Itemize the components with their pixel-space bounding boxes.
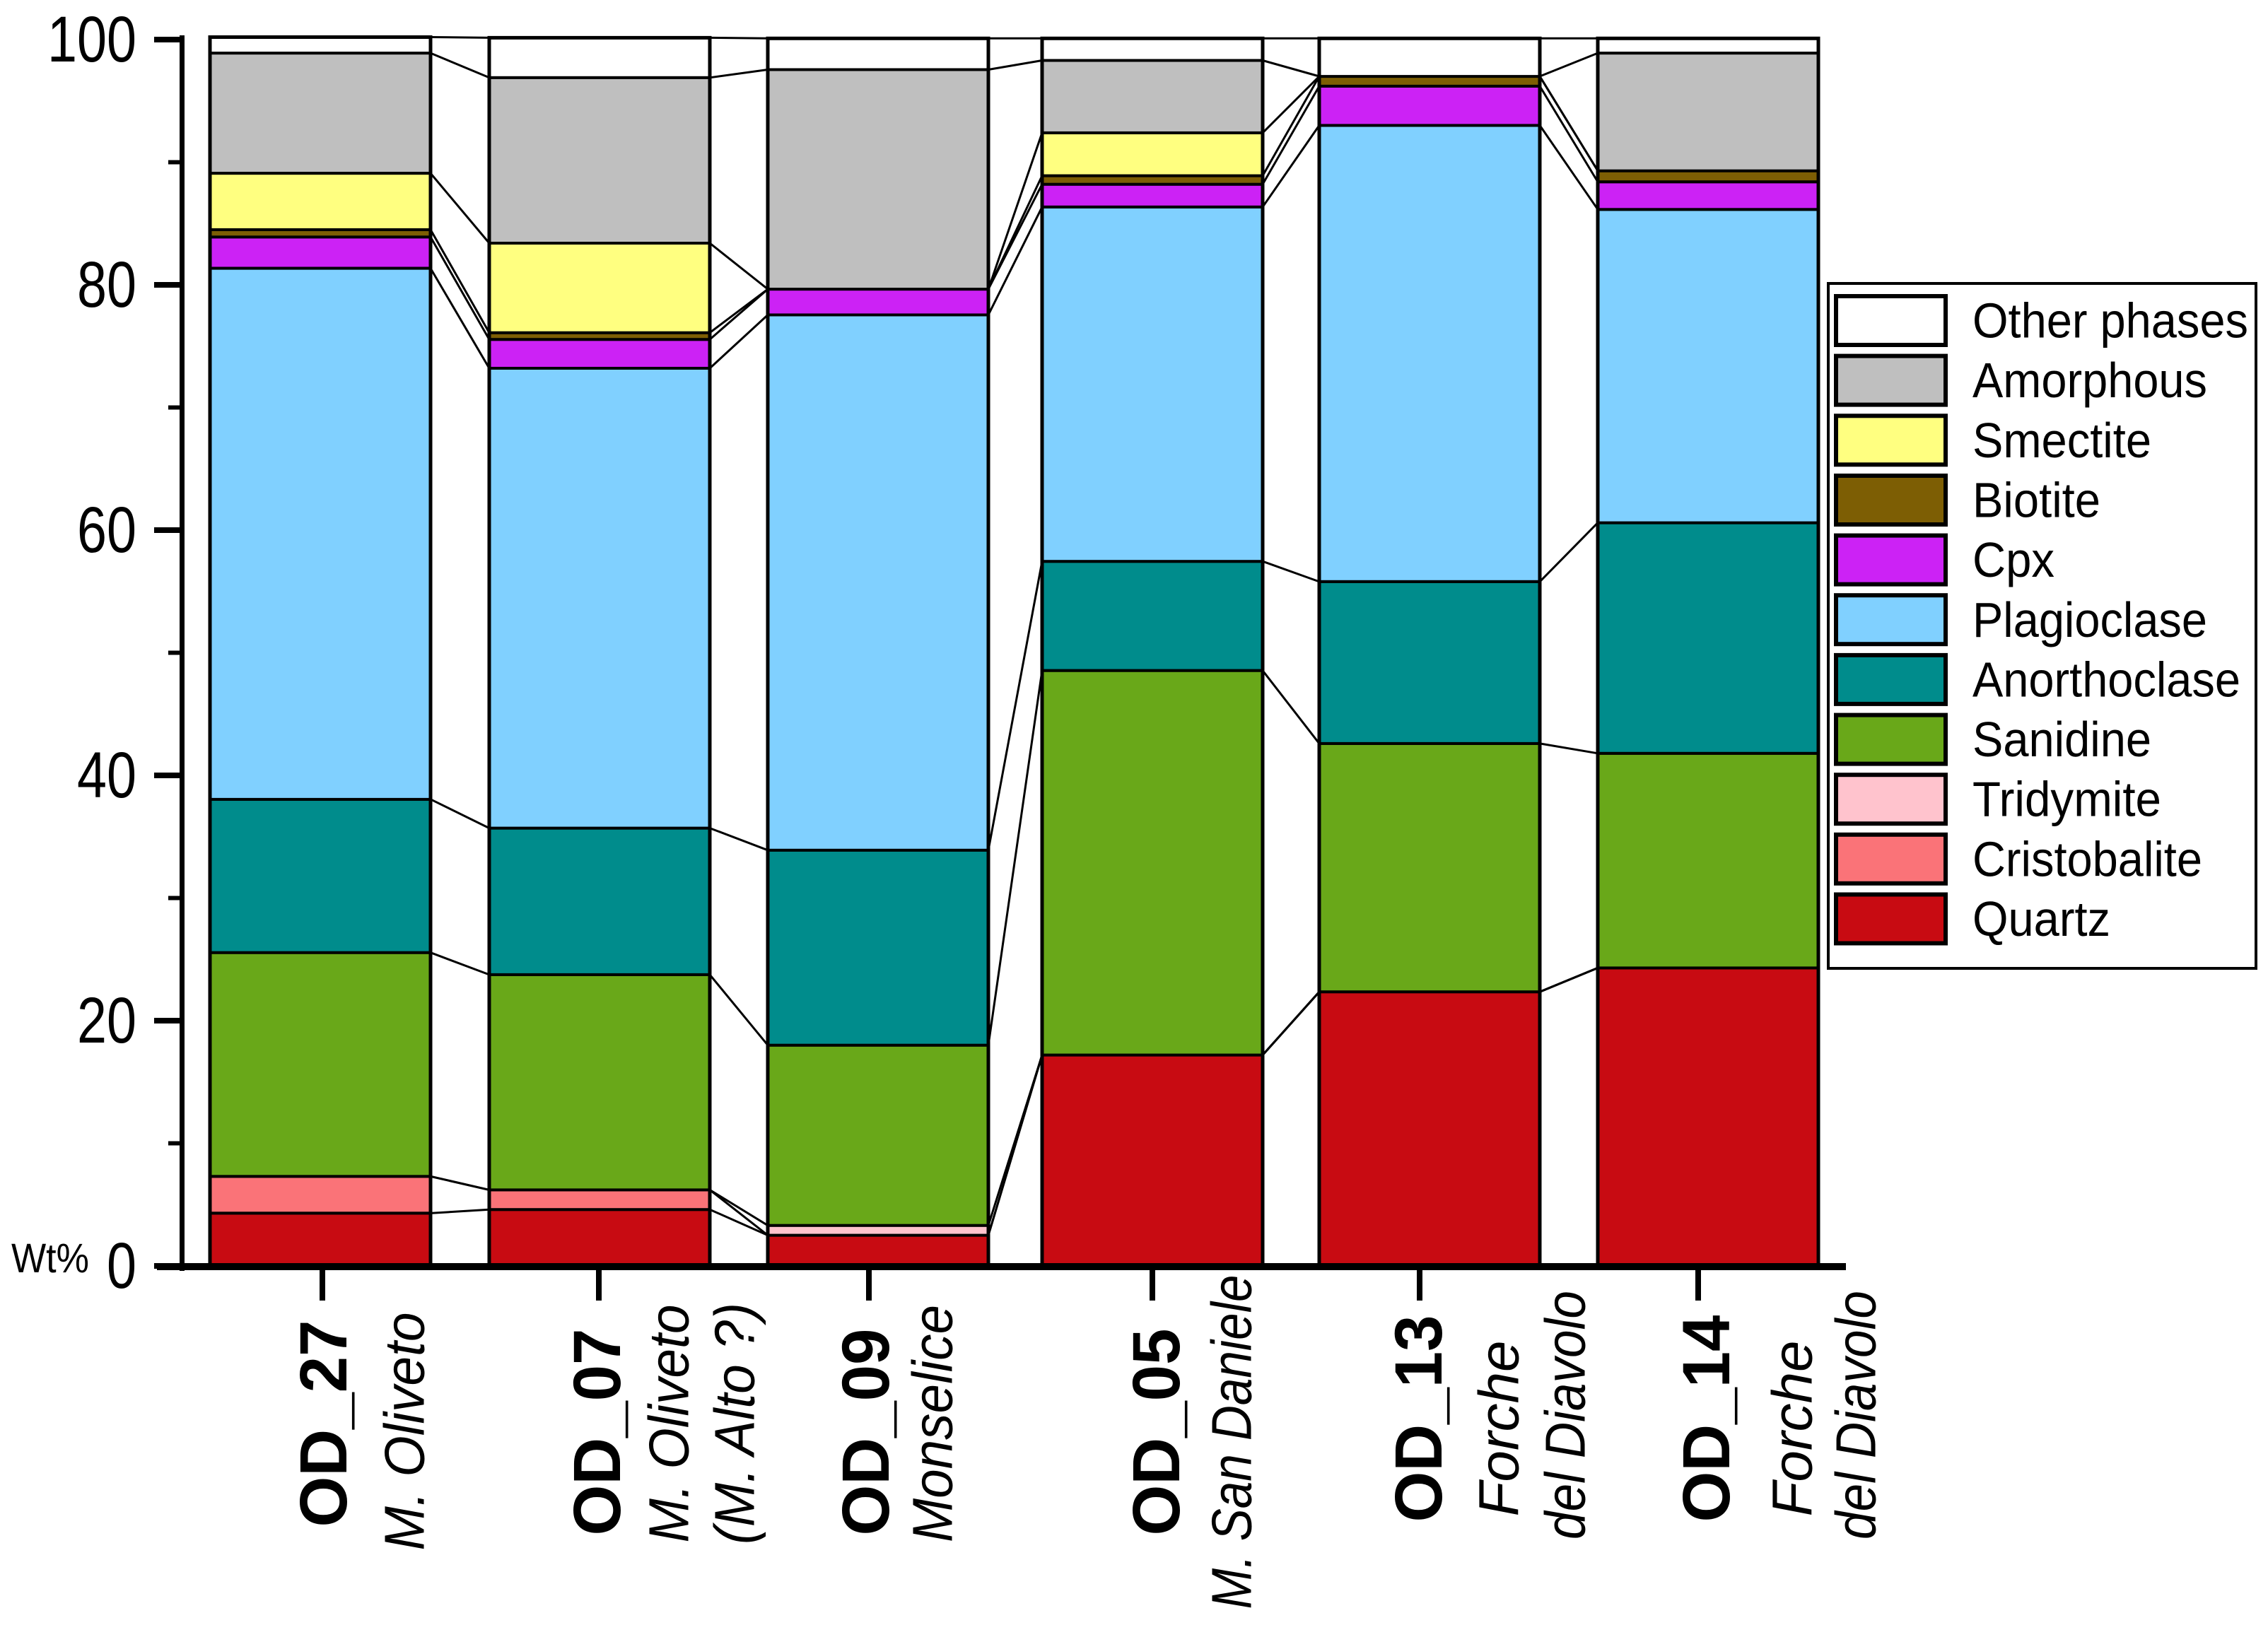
svg-text:del Diavolo: del Diavolo (1825, 1291, 1888, 1539)
svg-text:0: 0 (107, 1230, 136, 1302)
svg-text:Other phases: Other phases (1972, 293, 2248, 348)
svg-text:OD_09: OD_09 (829, 1329, 904, 1536)
svg-text:Biotite: Biotite (1972, 473, 2100, 528)
svg-text:20: 20 (77, 985, 136, 1057)
svg-text:OD_27: OD_27 (286, 1320, 361, 1527)
svg-text:OD_14: OD_14 (1669, 1315, 1744, 1522)
svg-text:Forche: Forche (1761, 1341, 1824, 1517)
svg-text:OD_07: OD_07 (560, 1329, 635, 1536)
svg-text:Smectite: Smectite (1972, 413, 2151, 468)
svg-text:Forche: Forche (1468, 1341, 1531, 1517)
svg-text:OD_05: OD_05 (1119, 1329, 1194, 1536)
svg-text:Plagioclase: Plagioclase (1972, 592, 2207, 647)
svg-text:M. San Daniele: M. San Daniele (1200, 1275, 1263, 1609)
svg-text:Amorphous: Amorphous (1972, 353, 2207, 408)
svg-text:Cpx: Cpx (1972, 532, 2054, 587)
svg-text:M. Oliveto: M. Oliveto (373, 1313, 436, 1551)
svg-text:Cristobalite: Cristobalite (1972, 831, 2202, 886)
svg-text:OD_13: OD_13 (1381, 1315, 1456, 1523)
svg-text:Sanidine: Sanidine (1972, 712, 2151, 767)
svg-text:del Diavolo: del Diavolo (1534, 1291, 1597, 1539)
svg-text:40: 40 (77, 739, 136, 811)
svg-text:M. Oliveto: M. Oliveto (638, 1305, 701, 1543)
svg-text:Wt%: Wt% (11, 1236, 89, 1281)
svg-text:Monselice: Monselice (901, 1305, 964, 1542)
svg-text:Tridymite: Tridymite (1972, 772, 2161, 827)
svg-text:(M. Alto ?): (M. Alto ?) (703, 1303, 766, 1544)
svg-text:Quartz: Quartz (1972, 891, 2110, 946)
svg-text:80: 80 (77, 249, 136, 321)
svg-text:60: 60 (77, 494, 136, 566)
svg-text:Anorthoclase: Anorthoclase (1972, 652, 2240, 707)
svg-text:100: 100 (47, 4, 136, 76)
